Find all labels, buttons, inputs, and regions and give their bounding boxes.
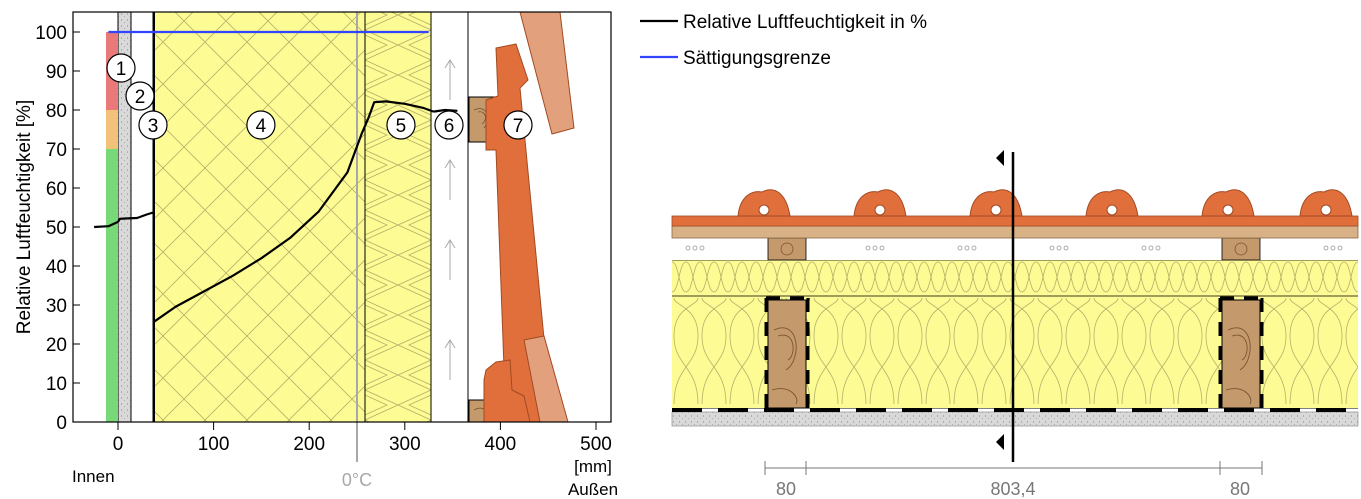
section-rafter-left (767, 299, 807, 409)
y-tick-label: 40 (46, 257, 67, 278)
airflow-arrow (444, 339, 456, 380)
section-counterbatten-left (767, 237, 807, 261)
layer-marker-label: 4 (256, 116, 267, 137)
section-cut-marker-top (996, 150, 1004, 166)
legend: Relative Luftfeuchtigkeit in % Sättigungs… (640, 12, 927, 69)
humidity-bar-segment (106, 110, 118, 149)
x-axis-inside-label: Innen (72, 467, 115, 486)
y-tick-label: 0 (56, 413, 67, 434)
zero-degree-label: 0°C (342, 470, 372, 490)
layer-marker-2: 2 (125, 81, 155, 111)
y-tick-label: 20 (46, 335, 67, 356)
layer-marker-label: 6 (444, 116, 455, 137)
section-ventilation (672, 238, 1358, 260)
dimension-label: 80 (1230, 479, 1250, 499)
layer-marker-circle (434, 110, 464, 140)
wall-layers (117, 11, 469, 423)
series-line (433, 108, 458, 113)
section-cut-marker-bottom (996, 434, 1004, 450)
roof-tile-lower-front (483, 359, 531, 423)
airflow-arrows (444, 59, 456, 380)
humidity-bar-segment (106, 149, 118, 422)
layer-marker-6: 6 (434, 110, 464, 140)
legend-label: Relative Luftfeuchtigkeit in % (683, 12, 927, 33)
layer-marker-1: 1 (106, 53, 136, 83)
y-tick-label: 60 (46, 179, 67, 200)
x-axis-unit: [mm] (574, 457, 612, 476)
layer-insulation-pattern (155, 12, 365, 422)
x-axis-outside-label: Außen (568, 480, 618, 499)
layer-marker-label: 2 (135, 87, 146, 108)
layer-marker-circle (106, 53, 136, 83)
dimension-line (764, 461, 1263, 475)
layer-marker-label: 5 (396, 116, 407, 137)
y-tick-label: 100 (35, 23, 67, 44)
x-tick-label: 500 (580, 434, 612, 455)
x-axis-ticks: 0 100 200 300 400 500 (113, 422, 612, 455)
plot-frame (72, 11, 612, 423)
y-tick-label: 50 (46, 218, 67, 239)
roof-tiles (483, 11, 575, 423)
layer-woodfibre-pattern (365, 12, 431, 422)
layer-marker-7: 7 (503, 110, 533, 140)
section-tile-battens (671, 225, 1359, 239)
layer-marker-5: 5 (386, 110, 416, 140)
section-tile-ridges (737, 189, 1353, 217)
y-tick-label: 30 (46, 296, 67, 317)
y-axis-label: Relative Luftfeuchtigkeit [%] (14, 100, 35, 334)
layer-marker-3: 3 (138, 110, 168, 140)
layer-marker-circle (125, 81, 155, 111)
series-line (117, 217, 128, 223)
y-tick-label: 80 (46, 101, 67, 122)
dimension-label: 80 (776, 479, 796, 499)
x-tick-label: 0 (113, 434, 124, 455)
x-tick-label: 400 (485, 434, 517, 455)
airflow-arrow (444, 159, 456, 200)
y-tick-label: 70 (46, 140, 67, 161)
section-tile-band (671, 215, 1359, 227)
series-line (367, 100, 434, 119)
airflow-arrow (444, 239, 456, 280)
series-line (152, 117, 370, 324)
layer-marker-4: 4 (246, 110, 276, 140)
layer-vapour-control (153, 12, 155, 422)
x-tick-label: 200 (293, 434, 325, 455)
layer-marker-circle (246, 110, 276, 140)
legend-label: Sättigungsgrenze (683, 48, 831, 69)
roof-section: 80 803,4 80 (671, 150, 1359, 499)
layer-markers: 123 4 5 6 7 (106, 53, 533, 140)
section-plasterboard (671, 411, 1359, 427)
layer-marker-circle (503, 110, 533, 140)
data-series (94, 30, 458, 324)
x-tick-label: 100 (198, 434, 230, 455)
y-tick-label: 90 (46, 62, 67, 83)
dimension-label: 803,4 (990, 479, 1035, 499)
section-woodfibre-pattern (672, 260, 1358, 296)
series-line (127, 211, 154, 220)
layer-marker-circle (138, 110, 168, 140)
layer-marker-circle (386, 110, 416, 140)
layer-marker-label: 3 (148, 116, 159, 137)
y-axis-ticks: 0 10 20 30 40 50 60 70 80 90 100 (35, 23, 80, 434)
layer-marker-label: 7 (513, 116, 524, 137)
x-tick-label: 300 (389, 434, 421, 455)
section-counterbatten-right (1221, 237, 1261, 261)
section-rafter-right (1221, 299, 1261, 409)
zero-degree-marker: 0°C (342, 12, 372, 490)
airflow-arrow (444, 59, 456, 100)
y-tick-label: 10 (46, 374, 67, 395)
layer-marker-label: 1 (116, 59, 127, 80)
series-line (94, 220, 119, 229)
